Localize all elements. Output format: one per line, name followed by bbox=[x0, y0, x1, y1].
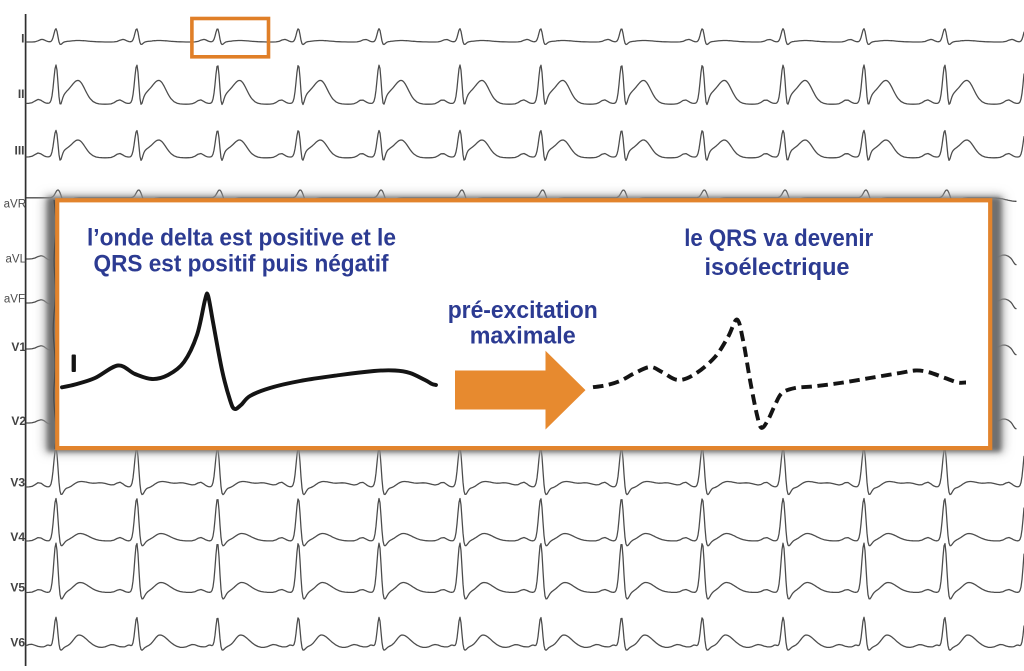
svg-text:aVF: aVF bbox=[4, 294, 25, 306]
svg-text:V2: V2 bbox=[11, 414, 26, 428]
svg-text:l’onde delta est positive et l: l’onde delta est positive et le bbox=[87, 225, 396, 252]
svg-text:I: I bbox=[21, 32, 24, 46]
svg-text:V5: V5 bbox=[10, 581, 25, 595]
svg-text:QRS est positif puis négatif: QRS est positif puis négatif bbox=[94, 251, 390, 278]
svg-text:V4: V4 bbox=[10, 530, 25, 544]
svg-text:III: III bbox=[14, 144, 24, 158]
svg-text:II: II bbox=[18, 87, 25, 101]
svg-text:isoélectrique: isoélectrique bbox=[705, 254, 850, 281]
svg-text:V1: V1 bbox=[11, 340, 26, 354]
svg-text:pré-excitation: pré-excitation bbox=[448, 297, 598, 324]
svg-text:maximale: maximale bbox=[470, 323, 576, 350]
svg-text:aVR: aVR bbox=[4, 199, 26, 211]
svg-text:le QRS va devenir: le QRS va devenir bbox=[684, 225, 873, 252]
svg-text:V3: V3 bbox=[10, 476, 25, 490]
svg-text:V6: V6 bbox=[10, 636, 25, 650]
svg-text:aVL: aVL bbox=[6, 254, 27, 266]
